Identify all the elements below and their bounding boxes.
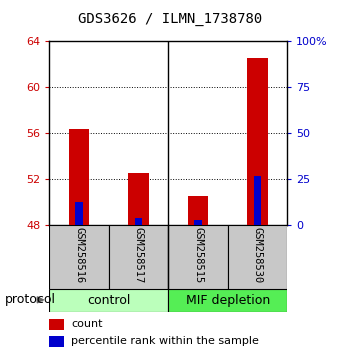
- Bar: [49, 319, 64, 330]
- Text: GSM258515: GSM258515: [193, 227, 203, 284]
- Text: GDS3626 / ILMN_1738780: GDS3626 / ILMN_1738780: [78, 12, 262, 27]
- Bar: [49, 225, 109, 289]
- Bar: [168, 289, 287, 312]
- Bar: [247, 58, 268, 225]
- Bar: [128, 173, 149, 225]
- Bar: [254, 176, 261, 225]
- Text: MIF depletion: MIF depletion: [186, 293, 270, 307]
- Bar: [109, 225, 168, 289]
- Text: percentile rank within the sample: percentile rank within the sample: [71, 336, 259, 346]
- Bar: [228, 225, 287, 289]
- Text: protocol: protocol: [5, 293, 56, 306]
- Bar: [135, 218, 142, 225]
- Bar: [49, 336, 64, 347]
- Bar: [194, 219, 202, 225]
- Bar: [69, 129, 89, 225]
- Text: GSM258516: GSM258516: [74, 227, 84, 284]
- Bar: [168, 225, 228, 289]
- Text: GSM258530: GSM258530: [253, 227, 262, 284]
- Bar: [75, 202, 83, 225]
- Text: control: control: [87, 293, 131, 307]
- Text: GSM258517: GSM258517: [134, 227, 143, 284]
- Text: count: count: [71, 319, 103, 329]
- Bar: [49, 289, 168, 312]
- Bar: [188, 196, 208, 225]
